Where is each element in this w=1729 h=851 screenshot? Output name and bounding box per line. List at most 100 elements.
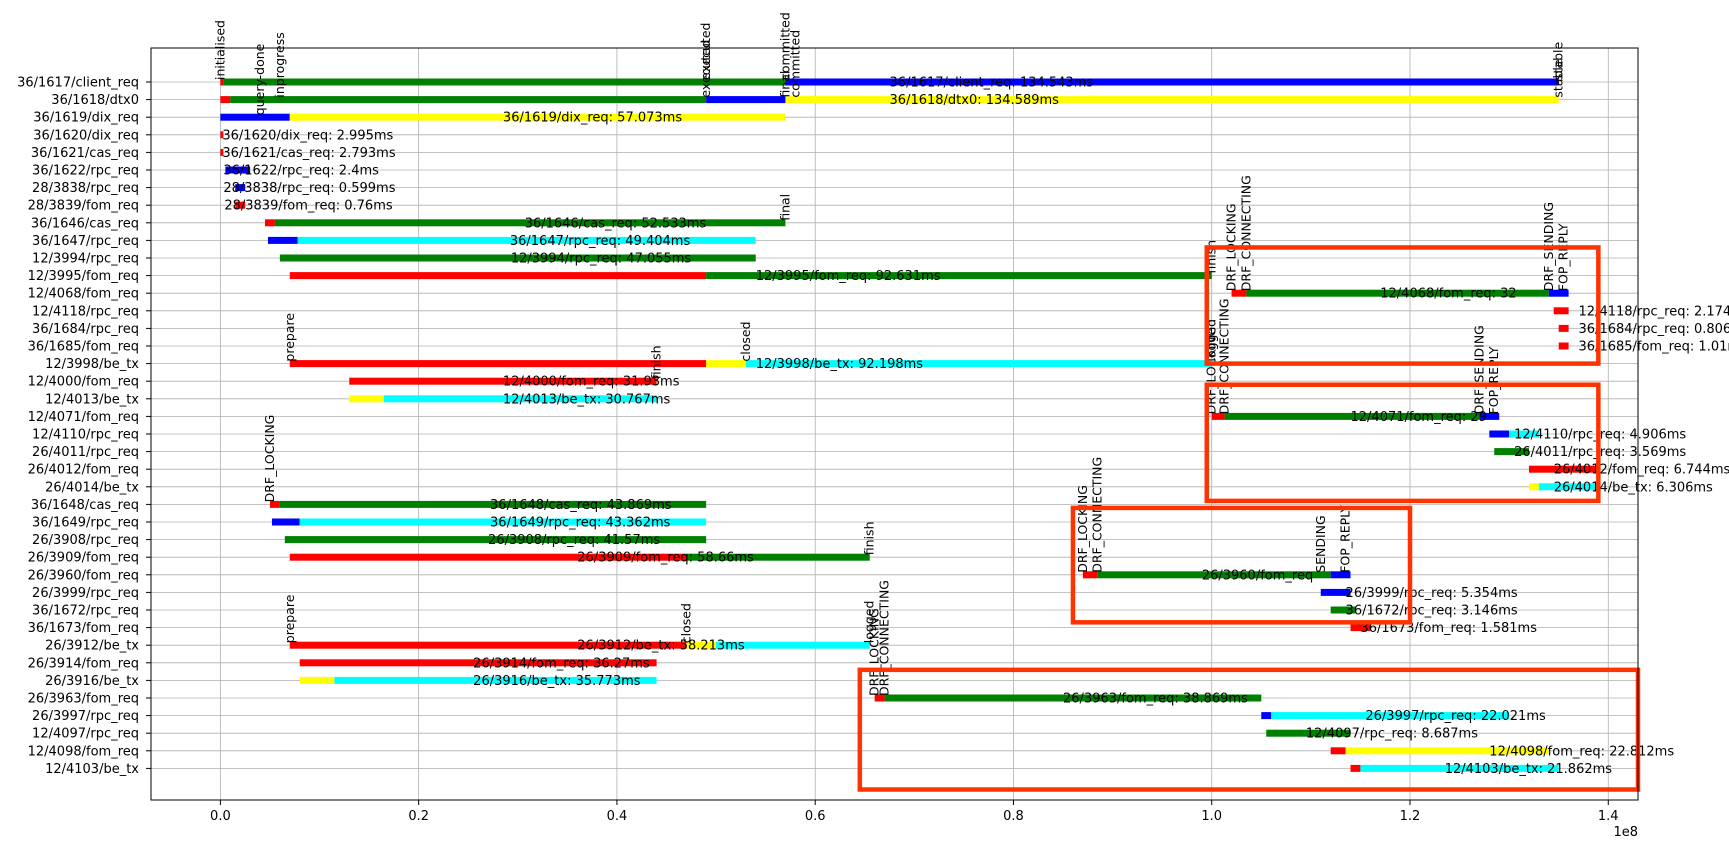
duration-label: 12/4000/fom_req: 31.93ms: [503, 375, 680, 390]
bar-segment: [1350, 624, 1371, 632]
y-tick-label: 26/4014/be_tx: [45, 480, 139, 495]
duration-label: 26/4014/be_tx: 6.306ms: [1554, 480, 1713, 495]
bar-segment: [1266, 729, 1351, 737]
bar-segment: [1548, 289, 1569, 297]
bar-segment: [1494, 448, 1529, 456]
duration-label: 36/1673/fom_req: 1.581ms: [1360, 621, 1537, 636]
bar-segment: [1231, 289, 1247, 297]
state-label: FOP_REPLY: [1486, 346, 1501, 414]
highlight-box: [1204, 382, 1601, 504]
bar-segment: [716, 641, 870, 649]
bar-segment: [1528, 465, 1599, 473]
highlight-box: [1204, 245, 1601, 366]
bar-segment: [874, 694, 885, 702]
x-tick-label: 0.0: [210, 809, 231, 824]
duration-label: 12/4097/rpc_req: 8.687ms: [1306, 727, 1478, 742]
duration-label: 36/1620/dix_req: 2.995ms: [222, 128, 393, 143]
y-tick-label: 36/1622/rpc_req: [32, 164, 139, 179]
bar-segment: [1553, 307, 1569, 315]
duration-label: 36/1621/cas_req: 2.793ms: [222, 146, 395, 161]
bar-segment: [785, 96, 1559, 104]
state-label: final: [777, 71, 792, 98]
duration-label: 12/4118/rpc_req: 2.174ms: [1579, 304, 1729, 319]
state-label: closed: [738, 321, 753, 361]
bar-segment: [225, 166, 251, 174]
y-tick-label: 12/4000/fom_req: [28, 375, 139, 390]
bar-segment: [1538, 483, 1599, 491]
y-tick-label: 12/3998/be_tx: [45, 357, 139, 372]
bar-segment: [1320, 588, 1351, 596]
duration-label: 26/3916/be_tx: 35.773ms: [473, 674, 641, 689]
bar-segment: [1330, 606, 1356, 614]
bar-segment: [706, 360, 746, 368]
bar-segment: [230, 96, 707, 104]
duration-label: 12/3998/be_tx: 92.198ms: [756, 357, 924, 372]
state-label: DRF_LOCKING: [867, 608, 882, 696]
duration-label: 12/3995/fom_req: 92.631ms: [756, 269, 941, 284]
y-tick-label: 28/3839/fom_req: [28, 199, 139, 214]
duration-label: 12/4071/fom_req: 29: [1351, 410, 1487, 425]
duration-label: 26/3912/be_tx: 58.213ms: [577, 639, 745, 654]
bar-segment: [1261, 712, 1272, 720]
y-tick-label: 26/4012/fom_req: [28, 463, 139, 478]
bar-segment: [1271, 712, 1510, 720]
duration-label: 28/3838/rpc_req: 0.599ms: [223, 181, 395, 196]
duration-label: 36/1647/rpc_req: 49.404ms: [510, 234, 691, 249]
state-label: finish: [862, 521, 877, 555]
duration-label: 36/1646/cas_req: 52.533ms: [525, 216, 707, 231]
bar-segment: [884, 694, 1262, 702]
bar-segment: [1330, 571, 1351, 579]
bar-segment: [1558, 324, 1569, 332]
bar-segment: [279, 254, 756, 262]
bar-segment: [1082, 571, 1098, 579]
bar-segment: [220, 131, 224, 139]
bar-segment: [235, 201, 246, 209]
y-tick-label: 36/1646/cas_req: [31, 216, 139, 231]
y-tick-label: 12/4110/rpc_req: [32, 428, 139, 443]
duration-label: 36/1648/cas_req: 43.869ms: [490, 498, 672, 513]
bar-segment: [1558, 342, 1569, 350]
bar-segment: [686, 641, 717, 649]
duration-label: 28/3839/fom_req: 0.76ms: [224, 199, 393, 214]
bar-segment: [1350, 764, 1361, 772]
y-tick-label: 26/3912/be_tx: [45, 639, 139, 654]
state-label: DRF_LOCKING: [262, 415, 277, 503]
y-tick-label: 36/1618/dtx0: [51, 93, 139, 108]
y-tick-label: 36/1672/rpc_req: [32, 604, 139, 619]
bar-segment: [1224, 412, 1480, 420]
bar-segment: [1360, 764, 1559, 772]
duration-label: 26/3960/fom_req: [1202, 568, 1313, 583]
bar-segment: [1479, 412, 1500, 420]
duration-label: 26/3963/fom_req: 38.869ms: [1063, 692, 1248, 707]
y-tick-label: 26/3999/rpc_req: [32, 586, 139, 601]
y-tick-label: 26/3997/rpc_req: [32, 709, 139, 724]
y-tick-label: 26/3960/fom_req: [28, 568, 139, 583]
bar-segment: [265, 219, 275, 227]
bar-segment: [299, 676, 335, 684]
bar-segment: [289, 641, 687, 649]
x-tick-label: 1.0: [1201, 809, 1222, 824]
state-label: committed: [787, 30, 802, 98]
bar-segment: [297, 236, 756, 244]
y-tick-label: 36/1648/cas_req: [31, 498, 139, 513]
y-tick-label: 26/3909/fom_req: [28, 551, 139, 566]
duration-label: 36/1649/rpc_req: 43.362ms: [490, 516, 671, 531]
bar-segment: [1528, 483, 1539, 491]
duration-label: 26/4012/fom_req: 6.744ms: [1554, 463, 1729, 478]
x-tick-label: 1.2: [1400, 809, 1421, 824]
bar-segment: [299, 518, 707, 526]
state-label: DRF_CONNECTING: [1217, 298, 1232, 414]
duration-label: 26/3909/fom_req: 58.66ms: [577, 551, 754, 566]
bar-segment: [349, 377, 657, 385]
state-label: DRF_LOCKING: [1075, 485, 1090, 573]
bar-segment: [1246, 289, 1549, 297]
y-tick-label: 26/3908/rpc_req: [32, 533, 139, 548]
duration-label: 36/1685/fom_req: 1.01ms: [1579, 340, 1729, 355]
duration-label: 12/4013/be_tx: 30.767ms: [503, 392, 671, 407]
state-label: FOP_REPLY: [1556, 223, 1571, 291]
x-tick-label: 1.4: [1598, 809, 1619, 824]
bar-segment: [289, 553, 687, 561]
bar-segment: [279, 500, 707, 508]
state-label: inprogress: [272, 32, 287, 97]
